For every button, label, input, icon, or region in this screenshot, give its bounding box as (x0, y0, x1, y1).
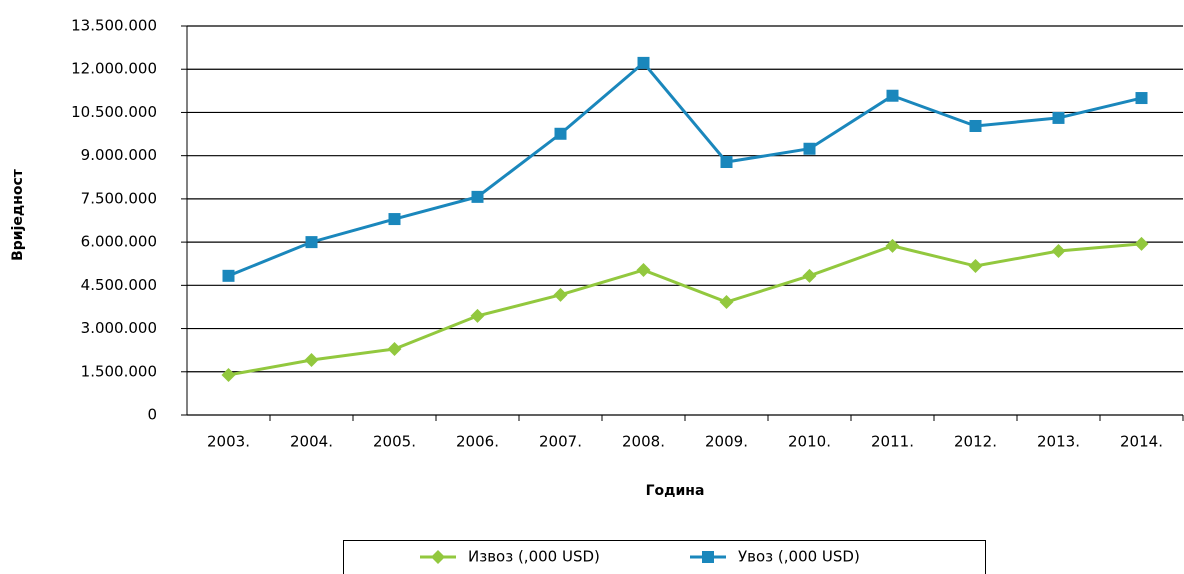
point (221, 367, 236, 382)
point (886, 89, 899, 102)
point (553, 287, 568, 302)
y-tick-label: 12.000.000 (71, 60, 157, 78)
point (1051, 244, 1066, 259)
x-tick-label: 2005. (373, 433, 416, 451)
y-tick-label: 3.000.000 (81, 319, 157, 337)
point (885, 238, 900, 253)
point (388, 213, 401, 226)
point (222, 269, 235, 282)
point (1134, 236, 1149, 251)
x-tick-label: 2007. (539, 433, 582, 451)
point (720, 156, 733, 169)
point (968, 259, 983, 274)
x-tick-label: 2010. (788, 433, 831, 451)
series-line (228, 242, 1142, 377)
x-tick-label: 2012. (954, 433, 997, 451)
y-tick-label: 0 (147, 406, 157, 424)
point (554, 127, 567, 140)
legend-label: Увоз (,000 USD) (738, 548, 860, 566)
point (1052, 111, 1065, 124)
y-tick-label: 7.500.000 (81, 189, 157, 207)
point (719, 295, 734, 310)
point (1135, 92, 1148, 105)
point (305, 236, 318, 249)
y-tick-label: 9.000.000 (81, 146, 157, 164)
legend-box (343, 540, 986, 574)
x-tick-label: 2006. (456, 433, 499, 451)
legend-marker (702, 551, 714, 563)
point (636, 263, 651, 278)
y-axis-label: Вриједност (10, 168, 26, 261)
x-tick-label: 2014. (1120, 433, 1163, 451)
x-tick-label: 2013. (1037, 433, 1080, 451)
point (304, 352, 319, 367)
x-tick-label: 2009. (705, 433, 748, 451)
point (802, 268, 817, 283)
x-tick-label: 2008. (622, 433, 665, 451)
y-tick-label: 13.500.000 (71, 17, 157, 35)
series-line (227, 60, 1142, 278)
x-tick-label: 2004. (290, 433, 333, 451)
x-tick-label: 2011. (871, 433, 914, 451)
point (471, 190, 484, 203)
point (803, 142, 816, 155)
point (387, 342, 402, 357)
y-tick-label: 6.000.000 (81, 233, 157, 251)
point (470, 308, 485, 323)
y-tick-label: 10.500.000 (71, 103, 157, 121)
x-tick-label: 2003. (207, 433, 250, 451)
x-axis-label: Година (646, 483, 705, 499)
legend-marker (431, 550, 445, 564)
y-tick-label: 4.500.000 (81, 276, 157, 294)
y-tick-label: 1.500.000 (81, 362, 157, 380)
point (637, 56, 650, 69)
point (969, 119, 982, 132)
legend-label: Извоз (,000 USD) (468, 548, 600, 566)
